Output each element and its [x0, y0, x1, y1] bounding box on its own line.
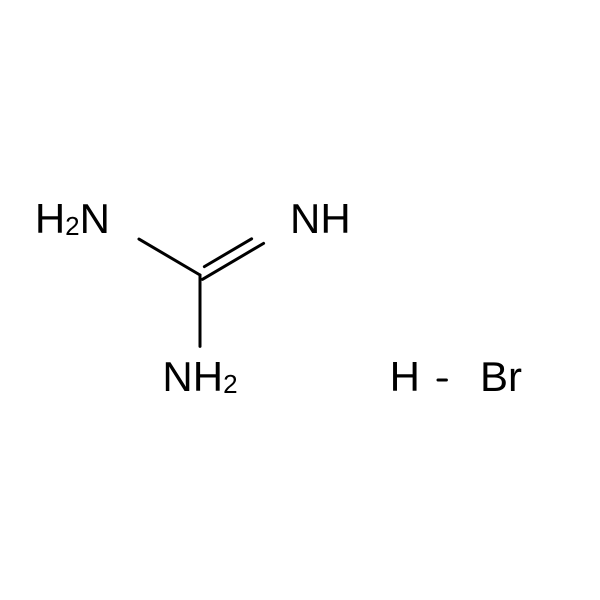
- bond-line: [139, 239, 200, 275]
- atom-label-guanidine-N2: NH: [290, 195, 351, 242]
- atom-label-guanidine-N1: H2N: [35, 195, 110, 242]
- bond-line: [204, 239, 251, 267]
- atom-label-hydrogen-bromide-H: H: [390, 353, 420, 400]
- chemical-structure-diagram: H2N NH NH2 H Br: [0, 0, 600, 600]
- atom-label-guanidine-N3: NH2: [162, 353, 237, 400]
- atom-label-hydrogen-bromide-Br: Br: [480, 353, 522, 400]
